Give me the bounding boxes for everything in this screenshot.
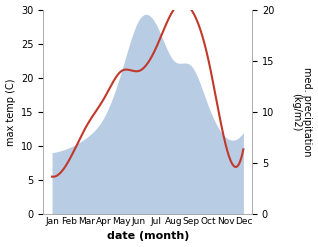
Y-axis label: med. precipitation
(kg/m2): med. precipitation (kg/m2) [291, 67, 313, 157]
X-axis label: date (month): date (month) [107, 231, 189, 242]
Y-axis label: max temp (C): max temp (C) [5, 78, 16, 145]
